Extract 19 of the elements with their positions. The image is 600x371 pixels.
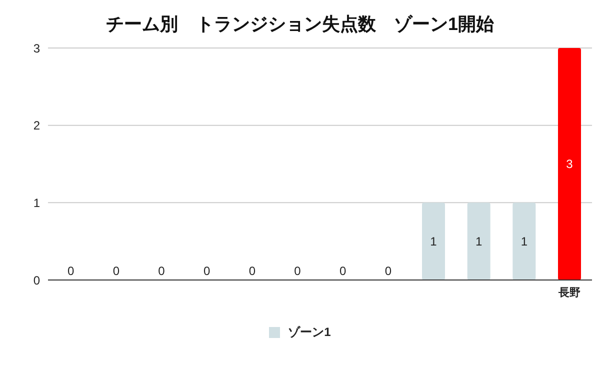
data-label: 0 [112, 264, 120, 278]
data-label: 0 [203, 264, 210, 278]
y-tick-label: 0 [33, 273, 40, 288]
chart-title: チーム別 トランジション失点数 ゾーン1開始 [104, 13, 495, 36]
data-label: 0 [67, 264, 74, 278]
legend-label: ゾーン1 [288, 324, 331, 341]
data-label: 1 [430, 234, 438, 248]
y-tick-label: 2 [33, 118, 40, 133]
data-label: 0 [294, 264, 302, 278]
data-label: 3 [566, 157, 574, 171]
data-label: 0 [158, 264, 166, 278]
data-label: 1 [475, 234, 482, 248]
x-tick-label: 長野 [557, 286, 580, 299]
data-label: 1 [520, 234, 528, 248]
y-tick-label: 3 [33, 41, 40, 56]
data-label: 0 [339, 264, 346, 278]
data-label: 0 [384, 264, 392, 278]
data-label: 0 [248, 264, 256, 278]
y-tick-label: 1 [33, 196, 40, 210]
